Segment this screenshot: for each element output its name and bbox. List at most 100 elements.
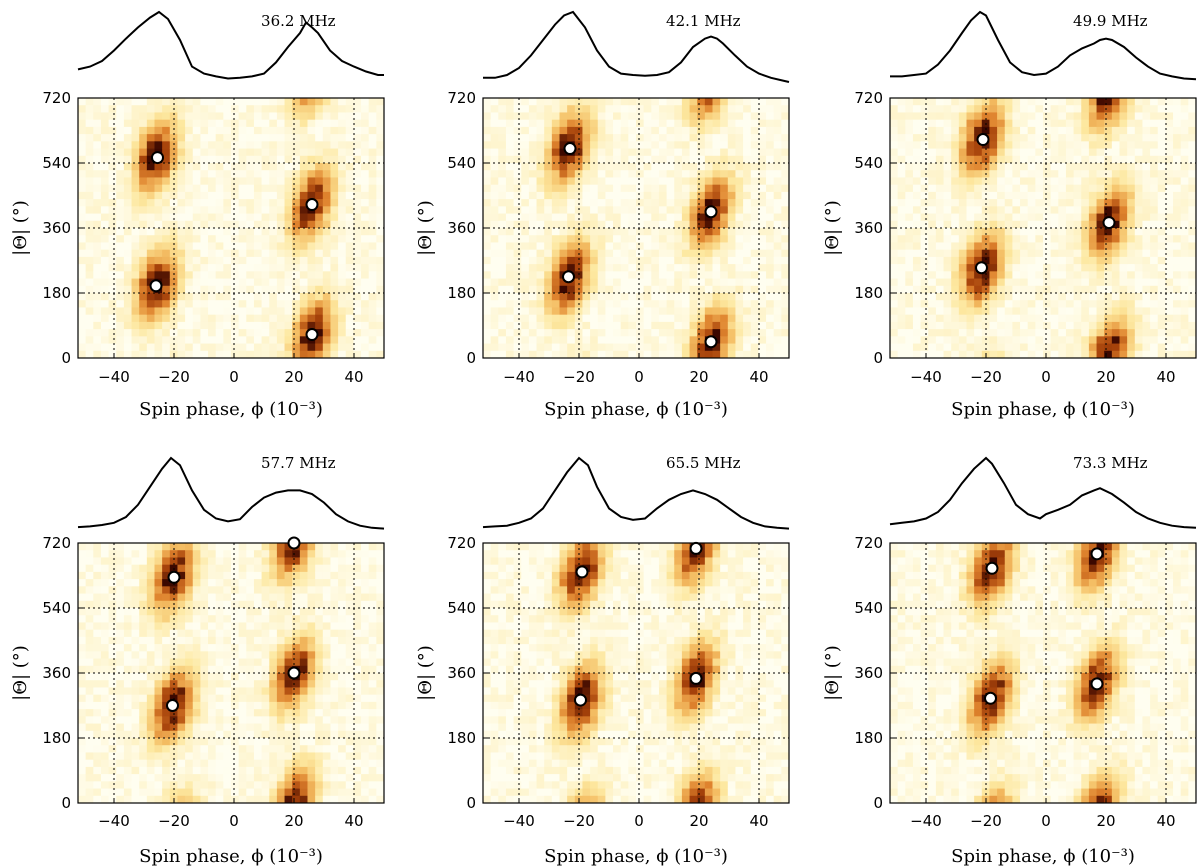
heatmap-cell bbox=[1073, 293, 1082, 301]
heatmap-cell bbox=[997, 206, 1006, 214]
heatmap-cell bbox=[108, 134, 117, 142]
heatmap-cell bbox=[192, 343, 201, 352]
heatmap-cell bbox=[897, 199, 906, 207]
heatmap-cell bbox=[735, 264, 744, 272]
heatmap-cell bbox=[674, 264, 683, 272]
heatmap-cell bbox=[935, 112, 944, 121]
heatmap-cell bbox=[139, 593, 148, 602]
heatmap-cell bbox=[712, 126, 721, 135]
heatmap-cell bbox=[1027, 148, 1036, 157]
heatmap-cell bbox=[353, 264, 362, 272]
heatmap-cell bbox=[292, 249, 301, 258]
heatmap-cell bbox=[536, 264, 545, 272]
heatmap-cell bbox=[361, 343, 370, 352]
heatmap-cell bbox=[605, 163, 614, 171]
heatmap-cell bbox=[651, 112, 660, 121]
heatmap-cell bbox=[231, 321, 240, 330]
heatmap-cell bbox=[605, 228, 614, 236]
heatmap-cell bbox=[139, 199, 148, 207]
heatmap-cell bbox=[238, 148, 247, 157]
heatmap-cell bbox=[989, 177, 998, 186]
heatmap-cell bbox=[551, 278, 560, 287]
heatmap-cell bbox=[989, 126, 998, 135]
heatmap-cell bbox=[1012, 105, 1021, 113]
heatmap-cell bbox=[890, 336, 899, 344]
heatmap-cell bbox=[345, 98, 354, 106]
heatmap-cell bbox=[169, 199, 178, 207]
heatmap-cell bbox=[108, 788, 117, 797]
heatmap-cell bbox=[551, 119, 560, 128]
heatmap-cell bbox=[689, 278, 698, 287]
heatmap-cell bbox=[368, 112, 377, 121]
heatmap-cell bbox=[1188, 285, 1197, 294]
heatmap-cell bbox=[521, 199, 530, 207]
heatmap-cell bbox=[1050, 321, 1059, 330]
heatmap-cell bbox=[727, 199, 736, 207]
heatmap-cell bbox=[981, 177, 990, 186]
heatmap-cell bbox=[123, 629, 132, 638]
heatmap-cell bbox=[276, 285, 285, 294]
heatmap-cell bbox=[338, 314, 347, 323]
heatmap-cell bbox=[376, 126, 385, 135]
heatmap-cell bbox=[177, 98, 186, 106]
heatmap-cell bbox=[231, 191, 240, 200]
heatmap-cell bbox=[376, 249, 385, 258]
heatmap-cell bbox=[162, 716, 171, 724]
heatmap-cell bbox=[185, 543, 194, 551]
heatmap-cell bbox=[483, 98, 492, 106]
heatmap-cell bbox=[292, 220, 301, 229]
heatmap-cell bbox=[781, 228, 790, 236]
heatmap-cell bbox=[376, 264, 385, 272]
heatmap-cell bbox=[1127, 191, 1136, 200]
heatmap-cell bbox=[307, 184, 316, 193]
heatmap-cell bbox=[292, 321, 301, 330]
heatmap-cell bbox=[284, 329, 293, 337]
heatmap-cell bbox=[154, 622, 163, 631]
heatmap-cell bbox=[997, 105, 1006, 113]
heatmap-cell bbox=[85, 622, 94, 631]
heatmap-cell bbox=[505, 350, 514, 359]
heatmap-cell bbox=[567, 228, 576, 236]
heatmap-cell bbox=[658, 105, 667, 113]
heatmap-cell bbox=[139, 651, 148, 659]
heatmap-cell bbox=[208, 264, 217, 272]
heatmap-cell bbox=[704, 278, 713, 287]
heatmap-cell bbox=[943, 141, 952, 149]
heatmap-cell bbox=[536, 126, 545, 135]
heatmap-cell bbox=[116, 658, 125, 667]
heatmap-cell bbox=[681, 170, 690, 178]
heatmap-cell bbox=[582, 163, 591, 171]
heatmap-cell bbox=[582, 134, 591, 142]
heatmap-cell bbox=[590, 285, 599, 294]
heatmap-cell bbox=[123, 235, 132, 243]
heatmap-cell bbox=[720, 177, 729, 186]
heatmap-cell bbox=[727, 191, 736, 200]
heatmap-cell bbox=[989, 307, 998, 316]
heatmap-cell bbox=[177, 264, 186, 272]
heatmap-cell bbox=[78, 350, 87, 359]
heatmap-cell bbox=[139, 644, 148, 652]
heatmap-cell bbox=[544, 220, 553, 229]
heatmap-cell bbox=[1088, 271, 1097, 279]
heatmap-cell bbox=[1165, 119, 1174, 128]
heatmap-cell bbox=[958, 293, 967, 301]
heatmap-cell bbox=[551, 249, 560, 258]
heatmap-cell bbox=[551, 105, 560, 113]
heatmap-cell bbox=[697, 343, 706, 352]
heatmap-cell bbox=[597, 170, 606, 178]
heatmap-cell bbox=[1035, 321, 1044, 330]
heatmap-cell bbox=[920, 126, 929, 135]
heatmap-cell bbox=[758, 336, 767, 344]
heatmap-cell bbox=[1173, 148, 1182, 157]
heatmap-cell bbox=[651, 321, 660, 330]
heatmap-cell bbox=[997, 163, 1006, 171]
heatmap-cell bbox=[981, 271, 990, 279]
heatmap-cell bbox=[1058, 126, 1067, 135]
peak-marker bbox=[305, 328, 319, 342]
heatmap-cell bbox=[689, 249, 698, 258]
heatmap-cell bbox=[185, 321, 194, 330]
heatmap-cell bbox=[345, 300, 354, 308]
heatmap-cell bbox=[353, 141, 362, 149]
heatmap-cell bbox=[108, 264, 117, 272]
heatmap-cell bbox=[1096, 112, 1105, 121]
